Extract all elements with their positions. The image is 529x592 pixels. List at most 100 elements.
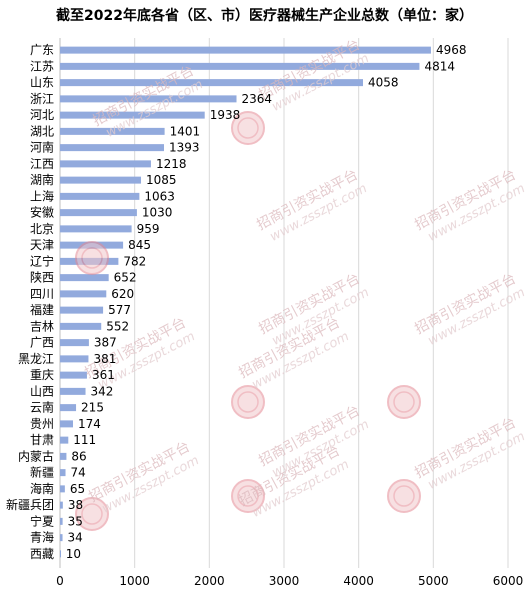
data-label: 845 bbox=[128, 238, 151, 252]
category-label: 辽宁 bbox=[30, 253, 54, 268]
chart-title: 截至2022年底各省（区、市）医疗器械生产企业总数（单位：家） bbox=[56, 8, 473, 24]
data-label: 1218 bbox=[156, 157, 187, 171]
data-label: 1030 bbox=[142, 206, 173, 220]
data-label: 342 bbox=[91, 384, 114, 398]
category-label: 上海 bbox=[30, 188, 54, 203]
category-label: 新疆兵团 bbox=[6, 497, 54, 512]
watermark-seal bbox=[387, 385, 421, 419]
bar bbox=[60, 339, 89, 347]
category-label: 广东 bbox=[30, 43, 54, 57]
bar bbox=[60, 534, 63, 542]
watermark-seal bbox=[387, 479, 421, 513]
watermark-seal bbox=[231, 385, 265, 419]
bar bbox=[60, 160, 151, 168]
bar bbox=[60, 176, 142, 184]
data-label: 1063 bbox=[144, 189, 175, 203]
bar bbox=[60, 404, 77, 412]
data-label: 111 bbox=[73, 433, 96, 447]
watermark-seal bbox=[231, 479, 265, 513]
category-label: 西藏 bbox=[30, 547, 54, 561]
category-label: 贵州 bbox=[30, 417, 54, 431]
category-label: 天津 bbox=[30, 238, 54, 252]
bar bbox=[60, 192, 140, 200]
bar bbox=[60, 274, 109, 282]
category-label: 内蒙古 bbox=[18, 448, 54, 463]
x-tick-label: 0 bbox=[56, 574, 64, 588]
category-label: 黑龙江 bbox=[18, 352, 54, 366]
category-label: 新疆 bbox=[30, 465, 54, 480]
watermark-seal bbox=[75, 497, 109, 531]
labels: 0 1000 2000 3000 4000 5000 6000 广东 4968 江苏 4814 山东 4… bbox=[6, 43, 523, 588]
bar bbox=[60, 387, 86, 395]
bar bbox=[60, 371, 87, 379]
bar bbox=[60, 550, 61, 558]
data-label: 174 bbox=[78, 417, 101, 431]
bar bbox=[60, 306, 104, 314]
category-label: 四川 bbox=[30, 287, 54, 301]
bar bbox=[60, 485, 65, 493]
data-label: 552 bbox=[106, 319, 129, 333]
data-label: 1938 bbox=[210, 108, 241, 122]
bar bbox=[60, 144, 165, 152]
data-label: 86 bbox=[71, 449, 86, 463]
category-label: 河北 bbox=[30, 108, 54, 122]
data-label: 35 bbox=[68, 514, 83, 528]
data-label: 2364 bbox=[242, 92, 273, 106]
x-tick-label: 6000 bbox=[493, 574, 524, 588]
bar bbox=[60, 95, 237, 103]
bar bbox=[60, 452, 67, 460]
x-tick-label: 5000 bbox=[418, 574, 449, 588]
category-label: 山东 bbox=[30, 76, 54, 90]
category-label: 陕西 bbox=[30, 270, 54, 285]
data-label: 4058 bbox=[368, 76, 399, 90]
category-label: 宁夏 bbox=[30, 513, 54, 528]
bar bbox=[60, 322, 102, 330]
data-label: 381 bbox=[93, 352, 116, 366]
data-label: 782 bbox=[123, 254, 146, 268]
bar bbox=[60, 62, 420, 70]
category-label: 江苏 bbox=[30, 59, 54, 73]
data-label: 4968 bbox=[436, 43, 467, 57]
bar bbox=[60, 46, 431, 54]
gridlines bbox=[59, 38, 509, 568]
bar bbox=[60, 501, 63, 509]
bar bbox=[60, 469, 66, 477]
data-label: 10 bbox=[66, 547, 81, 561]
category-label: 安徽 bbox=[30, 205, 54, 220]
bar bbox=[60, 436, 69, 444]
data-label: 361 bbox=[92, 368, 115, 382]
watermark-seal bbox=[231, 111, 265, 145]
bar bbox=[60, 111, 205, 119]
bar bbox=[60, 79, 363, 87]
bar bbox=[60, 209, 137, 217]
bar bbox=[60, 225, 132, 233]
data-label: 1393 bbox=[169, 141, 200, 155]
data-label: 1085 bbox=[146, 173, 177, 187]
bar bbox=[60, 517, 63, 525]
category-label: 海南 bbox=[30, 481, 54, 496]
data-label: 652 bbox=[114, 271, 137, 285]
bar bbox=[60, 420, 73, 428]
data-label: 34 bbox=[68, 531, 83, 545]
category-label: 甘肃 bbox=[30, 433, 54, 447]
category-label: 浙江 bbox=[30, 92, 54, 106]
x-tick-label: 2000 bbox=[194, 574, 225, 588]
category-label: 青海 bbox=[30, 530, 54, 545]
data-label: 577 bbox=[108, 303, 131, 317]
category-label: 湖北 bbox=[30, 123, 54, 138]
category-label: 广西 bbox=[30, 336, 54, 350]
watermark-seal bbox=[75, 241, 109, 275]
x-tick-label: 3000 bbox=[269, 574, 300, 588]
category-label: 山西 bbox=[30, 384, 54, 398]
data-label: 387 bbox=[94, 336, 117, 350]
bar bbox=[60, 127, 165, 135]
category-label: 云南 bbox=[30, 400, 54, 415]
category-label: 江西 bbox=[30, 157, 54, 171]
